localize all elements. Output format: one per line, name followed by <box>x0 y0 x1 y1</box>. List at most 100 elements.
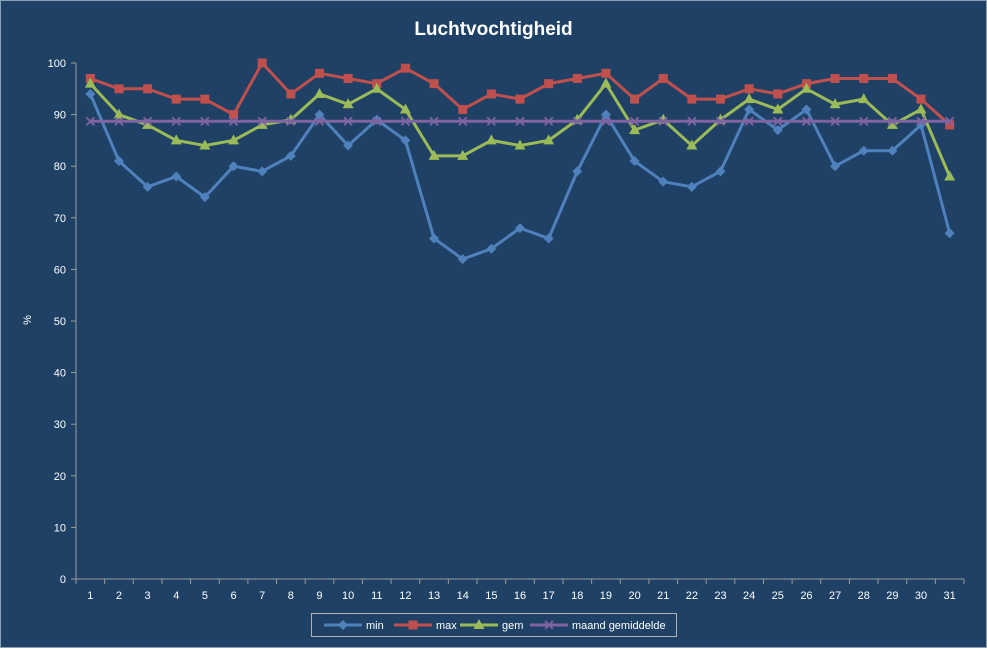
data-point-max <box>687 94 697 104</box>
legend-marker-max <box>408 620 418 630</box>
x-tick-label: 26 <box>800 590 812 602</box>
legend-label-gem: gem <box>502 620 523 632</box>
x-tick-label: 8 <box>288 590 294 602</box>
y-tick-label: 20 <box>54 471 66 483</box>
data-point-min <box>486 243 497 254</box>
data-point-min <box>658 176 669 187</box>
data-point-max <box>601 68 611 78</box>
x-tick-label: 28 <box>858 590 870 602</box>
x-tick-label: 25 <box>772 590 784 602</box>
data-point-maand-gemiddelde <box>343 116 353 126</box>
data-point-min <box>400 135 411 146</box>
data-point-maand-gemiddelde <box>429 116 439 126</box>
x-tick-label: 18 <box>571 590 583 602</box>
x-tick-label: 10 <box>342 590 354 602</box>
x-tick-label: 11 <box>371 590 382 602</box>
data-point-min <box>515 223 525 234</box>
data-point-maand-gemiddelde <box>314 116 325 126</box>
data-point-gem <box>485 134 497 145</box>
x-tick-label: 13 <box>428 590 440 602</box>
data-point-min <box>314 109 325 120</box>
x-tick-label: 12 <box>399 590 411 602</box>
y-tick-label: 70 <box>54 213 66 225</box>
legend-marker-gem <box>473 619 485 629</box>
data-point-gem <box>228 134 240 145</box>
data-point-gem <box>543 134 555 145</box>
data-point-max <box>257 58 267 68</box>
data-point-gem <box>142 118 154 129</box>
data-point-maand-gemiddelde <box>572 116 582 126</box>
x-tick-label: 15 <box>485 590 497 602</box>
y-tick-label: 60 <box>54 264 66 276</box>
data-point-min <box>572 166 583 177</box>
data-point-maand-gemiddelde <box>228 116 239 126</box>
data-point-max <box>544 79 554 89</box>
data-point-maand-gemiddelde <box>801 116 812 126</box>
data-point-gem <box>371 82 383 93</box>
chart-title: Luchtvochtigheid <box>414 19 573 40</box>
data-point-min <box>944 228 955 239</box>
data-point-gem <box>514 139 526 150</box>
data-point-maand-gemiddelde <box>744 116 754 126</box>
y-axis-label: % <box>21 315 34 325</box>
y-tick-label: 40 <box>54 368 66 380</box>
data-point-max <box>286 89 296 99</box>
data-point-maand-gemiddelde <box>916 116 926 126</box>
data-point-min <box>629 156 640 167</box>
data-point-maand-gemiddelde <box>544 116 554 126</box>
data-point-max <box>515 94 525 104</box>
data-point-min <box>142 181 153 192</box>
data-point-gem <box>886 118 898 129</box>
data-point-min <box>744 104 755 115</box>
data-point-maand-gemiddelde <box>658 116 668 126</box>
data-point-min <box>858 145 869 156</box>
data-point-maand-gemiddelde <box>830 116 840 126</box>
x-tick-label: 9 <box>316 590 322 602</box>
data-point-min <box>715 166 726 177</box>
x-tick-label: 4 <box>173 590 179 602</box>
legend-label-max: max <box>436 620 457 632</box>
legend-label-min: min <box>366 620 384 632</box>
data-point-maand-gemiddelde <box>859 116 869 126</box>
data-point-gem <box>428 149 440 160</box>
data-point-max <box>658 73 668 83</box>
data-point-min <box>171 171 182 182</box>
data-point-min <box>772 125 783 136</box>
x-tick-label: 30 <box>915 590 927 602</box>
data-point-gem <box>256 118 268 129</box>
x-tick-label: 22 <box>686 590 698 602</box>
x-tick-label: 1 <box>87 590 93 602</box>
x-tick-label: 29 <box>886 590 898 602</box>
data-point-maand-gemiddelde <box>200 116 210 126</box>
data-point-max <box>744 84 754 94</box>
data-point-min <box>830 161 841 172</box>
data-point-min <box>228 161 239 172</box>
data-point-max <box>458 104 468 114</box>
data-point-gem <box>600 77 612 88</box>
x-tick-label: 31 <box>944 590 956 602</box>
series-line-max <box>89 61 951 127</box>
y-tick-label: 90 <box>54 110 66 122</box>
data-point-min <box>113 156 124 167</box>
data-point-max <box>171 94 181 104</box>
data-point-min <box>429 233 440 244</box>
data-point-max <box>887 73 897 83</box>
data-point-gem <box>313 87 325 98</box>
y-tick-label: 10 <box>54 522 66 534</box>
data-point-maand-gemiddelde <box>601 116 611 126</box>
legend: min max gem maand gemiddelde <box>311 613 677 637</box>
data-point-gem <box>686 139 698 150</box>
data-point-gem <box>858 93 870 104</box>
data-point-maand-gemiddelde <box>372 116 382 126</box>
data-point-maand-gemiddelde <box>171 116 181 126</box>
data-point-min <box>199 192 210 203</box>
series-line-min <box>88 93 952 261</box>
data-point-max <box>400 63 410 73</box>
data-point-maand-gemiddelde <box>114 116 124 126</box>
data-point-max <box>716 94 726 104</box>
data-point-maand-gemiddelde <box>629 116 640 126</box>
data-point-min <box>801 104 812 115</box>
data-point-gem <box>170 134 182 145</box>
